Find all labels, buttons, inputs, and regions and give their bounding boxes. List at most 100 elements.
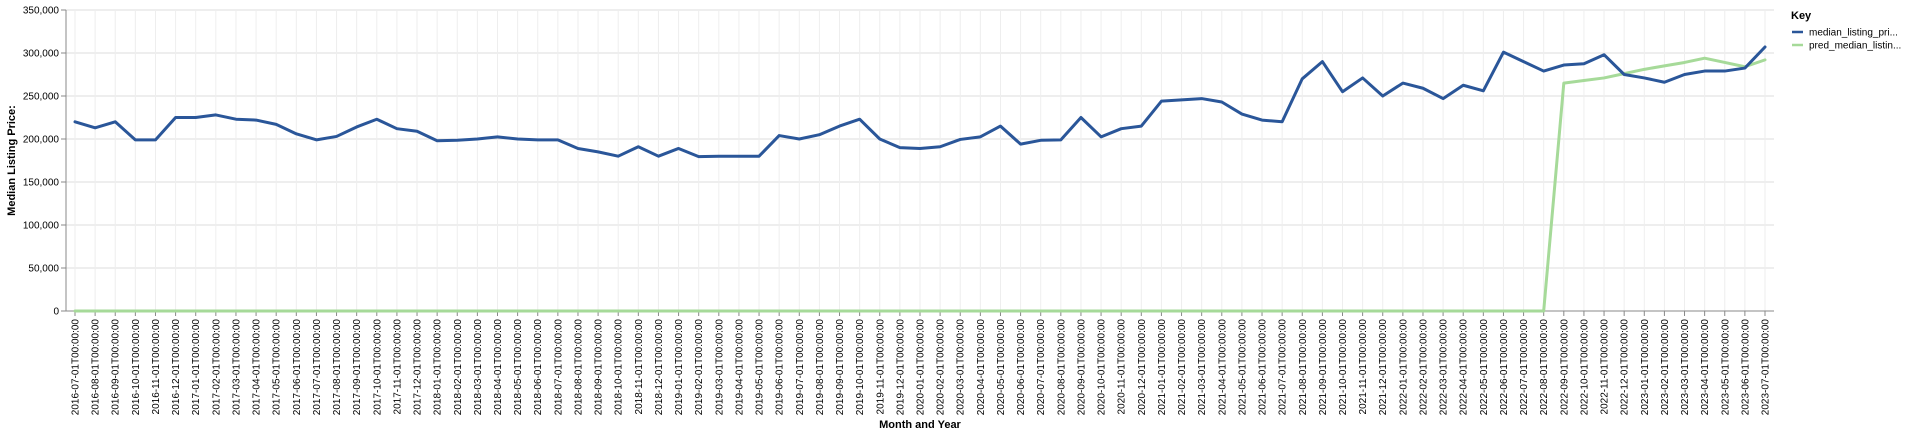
x-tick-label: 2023-06-01T00:00:00 — [1740, 319, 1751, 416]
legend-label: median_listing_pri... — [1809, 28, 1898, 39]
x-tick-label: 2020-04-01T00:00:00 — [976, 319, 987, 416]
x-tick-label: 2018-10-01T00:00:00 — [614, 319, 625, 416]
x-tick-label: 2019-01-01T00:00:00 — [674, 319, 685, 416]
x-tick-label: 2019-06-01T00:00:00 — [775, 319, 786, 416]
x-tick-label: 2022-07-01T00:00:00 — [1519, 319, 1530, 416]
x-tick-label: 2018-07-01T00:00:00 — [553, 319, 564, 416]
y-tick-label: 200,000 — [23, 135, 60, 146]
x-tick-label: 2017-11-01T00:00:00 — [392, 319, 403, 415]
x-tick-label: 2021-02-01T00:00:00 — [1177, 319, 1188, 416]
x-tick-label: 2017-06-01T00:00:00 — [292, 319, 303, 416]
x-tick-label: 2022-05-01T00:00:00 — [1479, 319, 1490, 416]
x-tick-label: 2020-01-01T00:00:00 — [916, 319, 927, 416]
x-tick-label: 2018-02-01T00:00:00 — [453, 319, 464, 416]
series-line-pred-median-listin — [73, 56, 1767, 313]
x-tick-label: 2023-07-01T00:00:00 — [1761, 319, 1772, 416]
x-tick-label: 2017-10-01T00:00:00 — [372, 319, 383, 416]
x-tick-label: 2023-05-01T00:00:00 — [1720, 319, 1731, 416]
x-tick-label: 2019-09-01T00:00:00 — [835, 319, 846, 416]
x-tick-label: 2021-12-01T00:00:00 — [1378, 319, 1389, 416]
y-tick-label: 300,000 — [23, 49, 60, 60]
x-tick-label: 2021-05-01T00:00:00 — [1237, 319, 1248, 416]
x-tick-label: 2022-10-01T00:00:00 — [1579, 319, 1590, 416]
y-tick-label: 100,000 — [23, 221, 60, 232]
x-tick-label: 2018-12-01T00:00:00 — [654, 319, 665, 416]
x-tick-label: 2020-10-01T00:00:00 — [1097, 319, 1108, 416]
x-tick-label: 2021-04-01T00:00:00 — [1217, 319, 1228, 416]
x-tick-label: 2023-02-01T00:00:00 — [1660, 319, 1671, 416]
y-tick-label: 350,000 — [23, 6, 60, 17]
x-tick-label: 2019-02-01T00:00:00 — [694, 319, 705, 416]
x-tick-label: 2022-08-01T00:00:00 — [1539, 319, 1550, 416]
x-tick-label: 2020-09-01T00:00:00 — [1076, 319, 1087, 416]
legend-label: pred_median_listin... — [1809, 41, 1901, 52]
x-tick-label: 2019-05-01T00:00:00 — [755, 319, 766, 416]
x-tick-label: 2018-01-01T00:00:00 — [433, 319, 444, 416]
x-tick-label: 2017-09-01T00:00:00 — [352, 319, 363, 416]
x-tick-label: 2022-04-01T00:00:00 — [1459, 319, 1470, 416]
x-tick-label: 2018-05-01T00:00:00 — [513, 319, 524, 416]
x-tick-label: 2019-07-01T00:00:00 — [795, 319, 806, 416]
x-tick-label: 2021-06-01T00:00:00 — [1258, 319, 1269, 416]
x-tick-label: 2023-04-01T00:00:00 — [1700, 319, 1711, 416]
legend-title: Key — [1791, 10, 1812, 22]
x-tick-label: 2019-04-01T00:00:00 — [734, 319, 745, 416]
y-axis-title: Median Listing Price: — [6, 105, 18, 216]
grid — [66, 9, 1774, 312]
x-tick-label: 2021-03-01T00:00:00 — [1197, 319, 1208, 416]
x-tick-label: 2017-12-01T00:00:00 — [413, 319, 424, 416]
x-tick-label: 2019-12-01T00:00:00 — [895, 319, 906, 416]
x-tick-label: 2017-04-01T00:00:00 — [252, 319, 263, 416]
x-tick-label: 2020-12-01T00:00:00 — [1137, 319, 1148, 416]
x-tick-label: 2016-10-01T00:00:00 — [131, 319, 142, 416]
x-tick-label: 2020-05-01T00:00:00 — [996, 319, 1007, 416]
x-tick-label: 2022-11-01T00:00:00 — [1600, 319, 1611, 415]
x-tick-label: 2020-08-01T00:00:00 — [1056, 319, 1067, 416]
series-lines — [73, 45, 1767, 313]
x-tick-label: 2022-12-01T00:00:00 — [1620, 319, 1631, 416]
x-tick-label: 2017-08-01T00:00:00 — [332, 319, 343, 416]
x-tick-label: 2023-01-01T00:00:00 — [1640, 319, 1651, 416]
x-tick-label: 2020-02-01T00:00:00 — [936, 319, 947, 416]
x-tick-label: 2021-09-01T00:00:00 — [1318, 319, 1329, 416]
x-tick-label: 2017-02-01T00:00:00 — [211, 319, 222, 416]
x-tick-label: 2018-03-01T00:00:00 — [473, 319, 484, 416]
x-tick-label: 2018-09-01T00:00:00 — [594, 319, 605, 416]
x-tick-label: 2017-01-01T00:00:00 — [191, 319, 202, 416]
y-tick-label: 0 — [53, 307, 59, 318]
x-tick-label: 2021-10-01T00:00:00 — [1338, 319, 1349, 416]
x-tick-label: 2016-11-01T00:00:00 — [151, 319, 162, 415]
x-tick-label: 2022-06-01T00:00:00 — [1499, 319, 1510, 416]
x-tick-label: 2019-10-01T00:00:00 — [855, 319, 866, 416]
x-tick-label: 2018-06-01T00:00:00 — [533, 319, 544, 416]
legend: Key median_listing_pri... pred_median_lis… — [1791, 10, 1901, 52]
x-tick-label: 2023-03-01T00:00:00 — [1680, 319, 1691, 416]
x-tick-label: 2022-02-01T00:00:00 — [1418, 319, 1429, 416]
x-tick-label: 2019-08-01T00:00:00 — [815, 319, 826, 416]
x-tick-label: 2020-07-01T00:00:00 — [1036, 319, 1047, 416]
x-axis-title: Month and Year — [879, 419, 961, 431]
x-tick-label: 2020-03-01T00:00:00 — [956, 319, 967, 416]
x-tick-label: 2022-01-01T00:00:00 — [1398, 319, 1409, 416]
x-tick-label: 2021-07-01T00:00:00 — [1278, 319, 1289, 416]
x-tick-label: 2018-11-01T00:00:00 — [634, 319, 645, 415]
x-tick-label: 2018-04-01T00:00:00 — [493, 319, 504, 416]
x-tick-label: 2019-11-01T00:00:00 — [875, 319, 886, 415]
x-axis: 2016-07-01T00:00:00 2016-08-01T00:00:00 20… — [66, 310, 1774, 416]
series-line-median-listing-pri — [73, 45, 1767, 159]
x-tick-label: 2021-08-01T00:00:00 — [1298, 319, 1309, 416]
x-tick-label: 2021-11-01T00:00:00 — [1358, 319, 1369, 415]
x-tick-label: 2016-09-01T00:00:00 — [111, 319, 122, 416]
x-tick-label: 2017-05-01T00:00:00 — [272, 319, 283, 416]
y-tick-label: 50,000 — [28, 264, 59, 275]
x-tick-label: 2018-08-01T00:00:00 — [573, 319, 584, 416]
x-tick-label: 2019-03-01T00:00:00 — [714, 319, 725, 416]
x-tick-label: 2017-07-01T00:00:00 — [312, 319, 323, 416]
x-tick-label: 2016-08-01T00:00:00 — [91, 319, 102, 416]
x-tick-label: 2020-06-01T00:00:00 — [1016, 319, 1027, 416]
x-tick-label: 2020-11-01T00:00:00 — [1117, 319, 1128, 415]
x-tick-label: 2021-01-01T00:00:00 — [1157, 319, 1168, 416]
x-tick-label: 2017-03-01T00:00:00 — [231, 319, 242, 416]
